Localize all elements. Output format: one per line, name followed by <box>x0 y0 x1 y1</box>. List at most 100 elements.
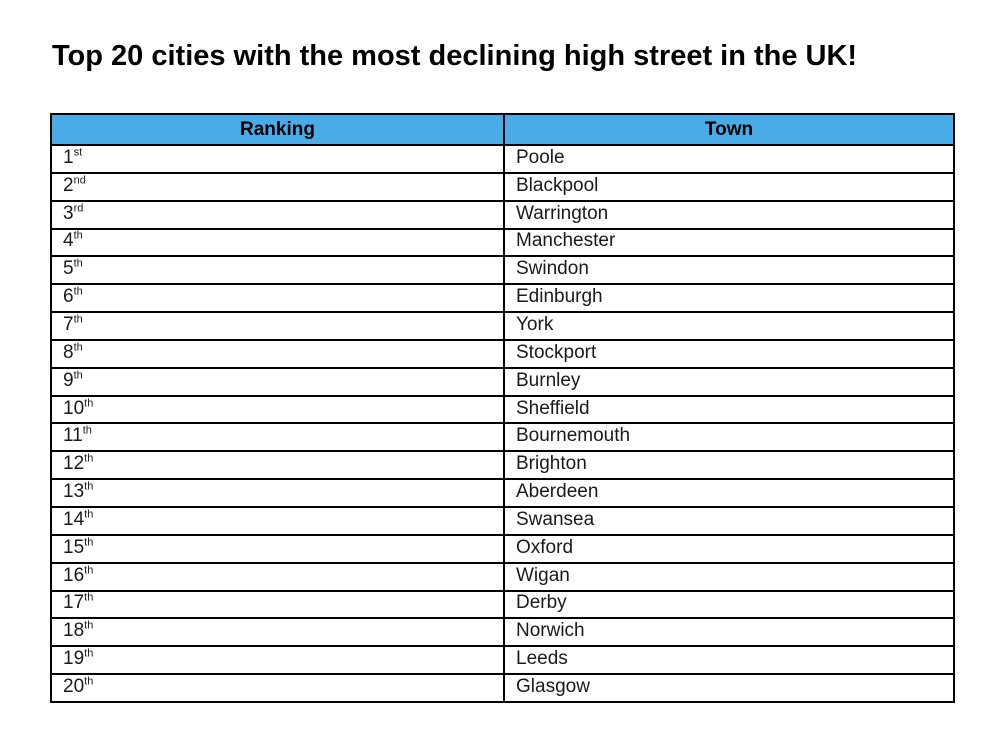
ranking-cell: 15th <box>50 533 505 564</box>
ranking-number: 7 <box>63 313 74 335</box>
table-row: 15th Oxford <box>50 533 955 564</box>
ordinal-suffix: th <box>73 257 83 270</box>
ordinal-suffix: th <box>73 285 83 298</box>
ordinal-suffix: st <box>73 146 83 159</box>
table-row: 13th Aberdeen <box>50 478 955 508</box>
ranking-cell: 20th <box>50 673 505 703</box>
page-title: Top 20 cities with the most declining hi… <box>52 40 858 72</box>
table-row: 3rd Warrington <box>50 199 955 230</box>
town-cell: Brighton <box>503 450 955 481</box>
table-header-row: Ranking Town <box>50 113 955 146</box>
ranking-number: 1 <box>63 146 74 168</box>
table-row: 17th Derby <box>50 589 955 620</box>
ranking-cell: 3rd <box>50 199 505 230</box>
ranking-cell: 2nd <box>50 171 505 202</box>
ranking-cell: 10th <box>50 394 505 425</box>
ranking-number: 19 <box>63 648 85 670</box>
ranking-number: 3 <box>63 202 74 224</box>
ordinal-suffix: th <box>73 341 83 354</box>
ranking-number: 16 <box>63 564 85 586</box>
ranking-cell: 19th <box>50 645 505 676</box>
town-cell: Stockport <box>503 338 955 369</box>
column-header-ranking: Ranking <box>50 113 505 146</box>
ranking-number: 17 <box>63 592 85 614</box>
ordinal-suffix: th <box>84 452 94 465</box>
table-row: 19th Leeds <box>50 645 955 676</box>
town-cell: Leeds <box>503 645 955 676</box>
ranking-cell: 16th <box>50 561 505 592</box>
ordinal-suffix: nd <box>73 174 86 187</box>
ranking-cell: 6th <box>50 283 505 314</box>
ranking-number: 13 <box>63 481 85 503</box>
table-body: 1st Poole 2nd Blackpool 3rd Warrington 4th Manc… <box>50 144 955 703</box>
ranking-number: 2 <box>63 174 74 196</box>
table-row: 11th Bournemouth <box>50 422 955 453</box>
ordinal-suffix: th <box>73 369 83 382</box>
ranking-cell: 14th <box>50 505 505 536</box>
table-row: 1st Poole <box>50 144 955 174</box>
ranking-cell: 17th <box>50 589 505 620</box>
table-row: 20th Glasgow <box>50 673 955 703</box>
town-cell: Glasgow <box>503 673 955 703</box>
ranking-number: 6 <box>63 286 74 308</box>
ranking-number: 18 <box>63 620 85 642</box>
ordinal-suffix: th <box>73 230 83 243</box>
ordinal-suffix: th <box>84 508 94 521</box>
ranking-number: 14 <box>63 508 85 530</box>
town-cell: Manchester <box>503 227 955 258</box>
rankings-table: Ranking Town 1st Poole 2nd Blackpool 3rd Warr… <box>50 113 955 703</box>
town-cell: Norwich <box>503 617 955 648</box>
town-cell: Edinburgh <box>503 283 955 314</box>
ordinal-suffix: th <box>73 313 83 326</box>
town-cell: Wigan <box>503 561 955 592</box>
ordinal-suffix: rd <box>73 202 84 215</box>
town-cell: Burnley <box>503 366 955 397</box>
ordinal-suffix: th <box>84 619 94 632</box>
ordinal-suffix: th <box>84 536 94 549</box>
table-row: 5th Swindon <box>50 255 955 286</box>
town-cell: Aberdeen <box>503 478 955 508</box>
town-cell: Derby <box>503 589 955 620</box>
town-cell: Oxford <box>503 533 955 564</box>
table-row: 6th Edinburgh <box>50 283 955 314</box>
ranking-number: 4 <box>63 230 74 252</box>
town-cell: Bournemouth <box>503 422 955 453</box>
town-cell: Blackpool <box>503 171 955 202</box>
town-cell: Swindon <box>503 255 955 286</box>
ranking-cell: 7th <box>50 311 505 341</box>
table-row: 7th York <box>50 311 955 341</box>
table-row: 10th Sheffield <box>50 394 955 425</box>
table-row: 4th Manchester <box>50 227 955 258</box>
ordinal-suffix: th <box>84 480 94 493</box>
ranking-cell: 5th <box>50 255 505 286</box>
table-row: 2nd Blackpool <box>50 171 955 202</box>
town-cell: Warrington <box>503 199 955 230</box>
ranking-number: 8 <box>63 341 74 363</box>
ranking-number: 15 <box>63 536 85 558</box>
ranking-number: 10 <box>63 397 85 419</box>
ranking-number: 5 <box>63 258 74 280</box>
town-cell: Sheffield <box>503 394 955 425</box>
ordinal-suffix: th <box>84 564 94 577</box>
ordinal-suffix: th <box>84 647 94 660</box>
ranking-number: 9 <box>63 369 74 391</box>
table-row: 14th Swansea <box>50 505 955 536</box>
table-row: 8th Stockport <box>50 338 955 369</box>
table-row: 9th Burnley <box>50 366 955 397</box>
table-row: 16th Wigan <box>50 561 955 592</box>
town-cell: Poole <box>503 144 955 174</box>
ordinal-suffix: th <box>84 675 94 688</box>
ranking-cell: 4th <box>50 227 505 258</box>
column-header-town: Town <box>503 113 955 146</box>
ranking-cell: 13th <box>50 478 505 508</box>
ranking-number: 11 <box>63 425 83 447</box>
ranking-cell: 9th <box>50 366 505 397</box>
town-cell: Swansea <box>503 505 955 536</box>
ranking-number: 20 <box>63 675 85 697</box>
ranking-number: 12 <box>63 453 85 475</box>
ranking-cell: 8th <box>50 338 505 369</box>
ordinal-suffix: th <box>84 592 94 605</box>
table-row: 12th Brighton <box>50 450 955 481</box>
ranking-cell: 1st <box>50 144 505 174</box>
